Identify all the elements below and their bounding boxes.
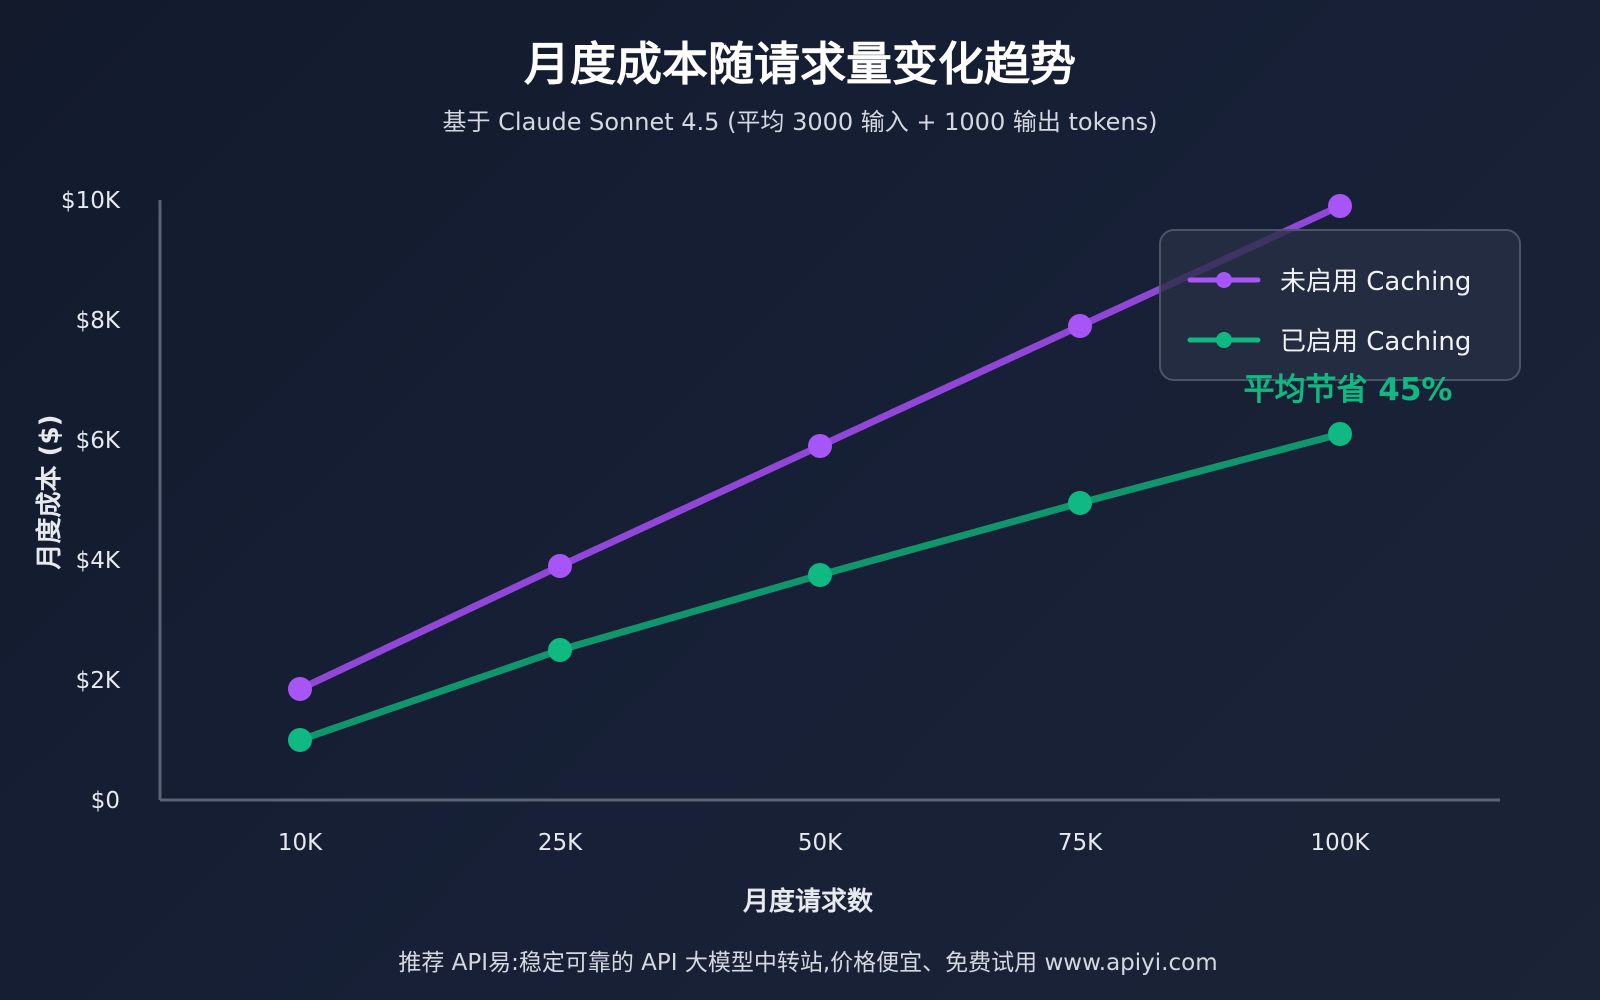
- y-tick-label: $10K: [61, 188, 121, 214]
- y-tick-label: $6K: [76, 428, 121, 454]
- x-tick-label: 50K: [798, 830, 843, 856]
- legend: 未启用 Caching 已启用 Caching: [1159, 229, 1521, 381]
- x-tick-label: 75K: [1058, 830, 1103, 856]
- y-tick-label: $8K: [76, 308, 121, 334]
- legend-marker-with-caching: [1216, 332, 1232, 348]
- chart-title: 月度成本随请求量变化趋势: [524, 37, 1076, 91]
- x-tick-label: 25K: [538, 830, 583, 856]
- y-tick-label: $0: [91, 788, 120, 814]
- data-point-with-caching: [288, 728, 312, 752]
- x-axis-title: 月度请求数: [742, 886, 874, 917]
- legend-label-without-caching: 未启用 Caching: [1280, 267, 1471, 297]
- data-point-without-caching: [288, 677, 312, 701]
- data-point-without-caching: [1068, 314, 1092, 338]
- legend-box: [1159, 229, 1521, 381]
- footer-text: 推荐 API易:稳定可靠的 API 大模型中转站,价格便宜、免费试用 www.a…: [398, 950, 1217, 976]
- data-point-with-caching: [1068, 491, 1092, 515]
- data-point-without-caching: [1328, 194, 1352, 218]
- legend-item-with-caching: 已启用 Caching: [1187, 327, 1471, 357]
- savings-annotation: 平均节省 45%: [1244, 372, 1453, 408]
- legend-marker-without-caching: [1216, 272, 1232, 288]
- series-layer: [288, 194, 1352, 752]
- data-point-with-caching: [548, 638, 572, 662]
- x-tick-label: 100K: [1311, 830, 1371, 856]
- legend-label-with-caching: 已启用 Caching: [1280, 327, 1471, 357]
- data-point-with-caching: [808, 563, 832, 587]
- chart-subtitle: 基于 Claude Sonnet 4.5 (平均 3000 输入 + 1000 …: [443, 108, 1158, 136]
- y-axis-title: 月度成本 ($): [34, 415, 65, 571]
- x-axis-tick-labels: 10K 25K 50K 75K 100K: [278, 830, 1371, 856]
- y-tick-label: $2K: [76, 668, 121, 694]
- data-point-without-caching: [548, 554, 572, 578]
- x-tick-label: 10K: [278, 830, 323, 856]
- y-axis-tick-labels: $0 $2K $4K $6K $8K $10K: [61, 188, 121, 814]
- y-tick-label: $4K: [76, 548, 121, 574]
- legend-item-without-caching: 未启用 Caching: [1187, 267, 1471, 297]
- data-point-without-caching: [808, 434, 832, 458]
- data-point-with-caching: [1328, 422, 1352, 446]
